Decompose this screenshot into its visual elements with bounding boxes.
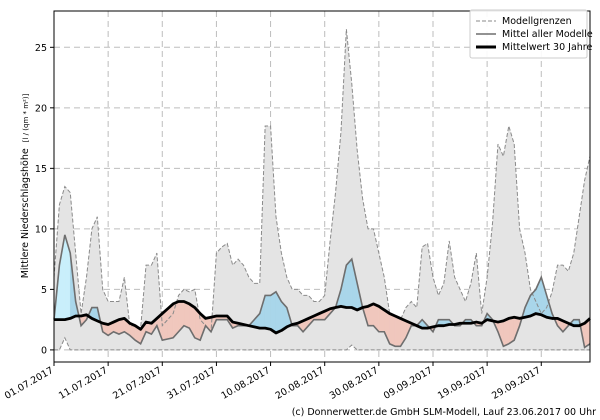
difference-area bbox=[394, 315, 401, 347]
y-tick-label: 15 bbox=[35, 164, 47, 175]
x-tick-label: 01.07.2017 bbox=[3, 365, 56, 402]
x-tick-label: 29.09.2017 bbox=[490, 365, 543, 402]
x-tick-label: 30.08.2017 bbox=[328, 365, 381, 402]
x-tick-label: 09.09.2017 bbox=[382, 365, 435, 402]
difference-area bbox=[264, 295, 271, 330]
y-axis-unit: [l / (qm * m²)] bbox=[22, 93, 30, 142]
y-tick-label: 0 bbox=[41, 345, 47, 356]
y-axis-label: Mittlere Niederschlagshöhe [l / (qm * m²… bbox=[20, 93, 31, 278]
legend-box bbox=[469, 9, 588, 59]
y-tick-label: 5 bbox=[41, 285, 47, 296]
x-tick-label: 10.08.2017 bbox=[219, 365, 272, 402]
difference-area bbox=[346, 258, 352, 308]
difference-area bbox=[503, 318, 509, 347]
legend-clim-label: Mittelwert 30 Jahre bbox=[502, 42, 592, 53]
legend: Modellgrenzen Mittel aller Modelle Mitte… bbox=[469, 9, 593, 59]
difference-area bbox=[183, 301, 190, 329]
x-tick-label: 31.07.2017 bbox=[165, 365, 218, 402]
range-band bbox=[54, 29, 590, 350]
x-tick-label: 20.08.2017 bbox=[274, 365, 327, 402]
legend-range-label: Modellgrenzen bbox=[502, 16, 572, 27]
plot-layer bbox=[53, 29, 591, 351]
clim-mean-line bbox=[54, 300, 591, 335]
difference-area bbox=[270, 291, 277, 334]
range-min-line bbox=[54, 336, 590, 351]
x-tick-label: 21.07.2017 bbox=[111, 365, 164, 402]
credit-text: (c) Donnerwetter.de GmbH SLM-Modell, Lau… bbox=[292, 407, 596, 418]
x-tick-label: 19.09.2017 bbox=[436, 365, 489, 402]
y-tick-label: 25 bbox=[35, 43, 47, 54]
difference-area bbox=[389, 313, 396, 347]
range-max-line bbox=[53, 29, 591, 333]
y-tick-label: 20 bbox=[35, 103, 47, 114]
plot-frame bbox=[53, 10, 591, 363]
legend-models-label: Mittel aller Modelle bbox=[502, 29, 593, 40]
y-tick-label: 10 bbox=[35, 224, 47, 235]
x-tick-label: 11.07.2017 bbox=[57, 365, 110, 402]
models-mean-line bbox=[53, 234, 591, 349]
